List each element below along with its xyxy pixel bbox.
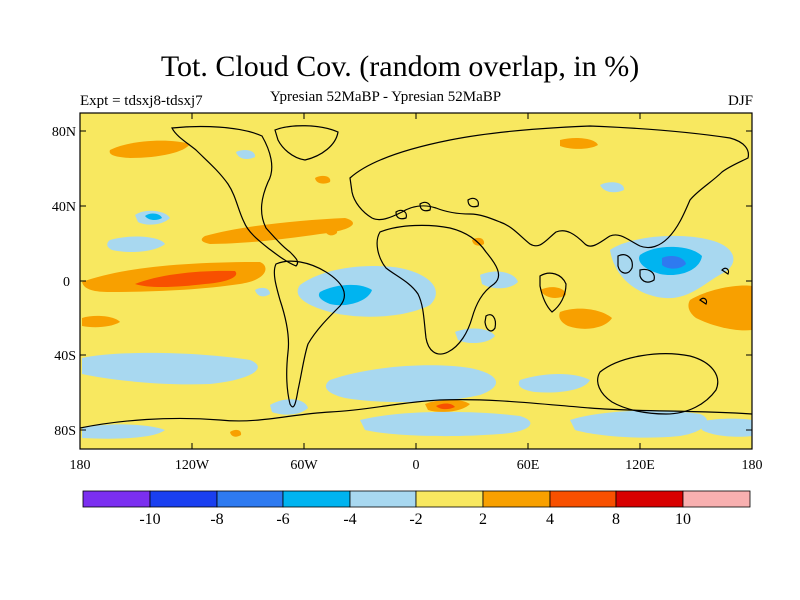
anomaly-light-blue [270,399,308,415]
anomaly-blue [145,213,162,221]
season-label: DJF [727,93,753,109]
lat-label: 40N [52,200,76,215]
pacific-islands [699,267,730,305]
lat-label: 80S [54,424,76,439]
lat-label: 80N [52,125,76,140]
anomaly-light-blue [82,352,258,385]
australia-coast [597,353,719,415]
colorbar-box [282,490,351,508]
colorbar-label: 4 [546,511,554,528]
lon-label: 120W [175,458,210,473]
anomaly-orange [559,308,612,329]
anomaly-orange [201,218,353,244]
lat-label: 40S [54,349,76,364]
colorbar-label: -8 [210,511,223,528]
greenland-coast [274,125,339,161]
anomaly-light-blue [455,328,495,344]
anomaly-light-blue [82,424,165,439]
colorbar-label: -2 [409,511,422,528]
anomaly-orange [560,137,598,149]
colorbar-box [415,490,484,508]
colorbar-label: 2 [479,511,487,528]
anomaly-blue [318,284,372,306]
colorbar-box [149,490,218,508]
colorbar-box [482,490,551,508]
india-coast [539,272,567,313]
lon-label: 180 [742,458,763,473]
lon-label: 60W [290,458,318,473]
eurasia-coast [349,125,750,249]
anomaly-light-blue [518,374,590,393]
colorbar-box [349,490,417,508]
madagascar-coast [484,314,497,332]
colorbar [82,490,751,508]
colorbar-box [682,490,751,508]
anomaly-orange [82,315,120,328]
anomaly-light-blue [570,410,708,438]
anomaly-orange [325,227,338,236]
colorbar-box [82,490,151,508]
axis-ticks [80,113,752,449]
colorbar-box [615,490,684,508]
comparison-label: Ypresian 52MaBP - Ypresian 52MaBP [270,89,502,105]
lon-label: 180 [70,458,91,473]
lon-label: 120E [625,458,655,473]
europe-islands [395,197,479,220]
anomaly-light-blue [360,411,531,437]
colorbar-label: 10 [675,511,691,528]
anomaly-light-blue [255,287,270,297]
anomaly-orange [540,287,566,298]
lat-label: 0 [63,275,70,290]
anomaly-orange [109,140,190,158]
anomaly-light-blue [600,182,625,193]
colorbar-label: -6 [276,511,289,528]
anomaly-light-blue [107,236,165,252]
colorbar-box [216,490,284,508]
anomaly-orange [688,285,752,331]
antarctica-coast [80,399,752,429]
lon-label: 60E [517,458,540,473]
anomaly-light-blue [700,418,752,437]
colorbar-box [549,490,617,508]
south-america-coast [273,260,345,408]
colorbar-label: -4 [343,511,356,528]
anomaly-light-blue [236,149,256,160]
southeast-asia-coast [617,254,655,283]
contour-field [82,137,752,439]
coastlines [80,125,752,429]
map-title: Tot. Cloud Cov. (random overlap, in %) [160,50,640,83]
anomaly-light-blue [480,271,518,289]
colorbar-label: -10 [139,511,160,528]
north-america-coast [171,125,299,267]
experiment-label: Expt = tdsxj8-tdsxj7 [80,93,203,109]
anomaly-orange [230,429,242,437]
anomaly-dark-blue [662,256,686,269]
anomaly-red [436,403,455,410]
africa-coast [376,224,500,355]
anomaly-orange [315,175,331,184]
anomaly-light-blue [325,365,497,403]
anomaly-red [135,270,237,288]
colorbar-label: 8 [612,511,620,528]
lon-label: 0 [413,458,420,473]
